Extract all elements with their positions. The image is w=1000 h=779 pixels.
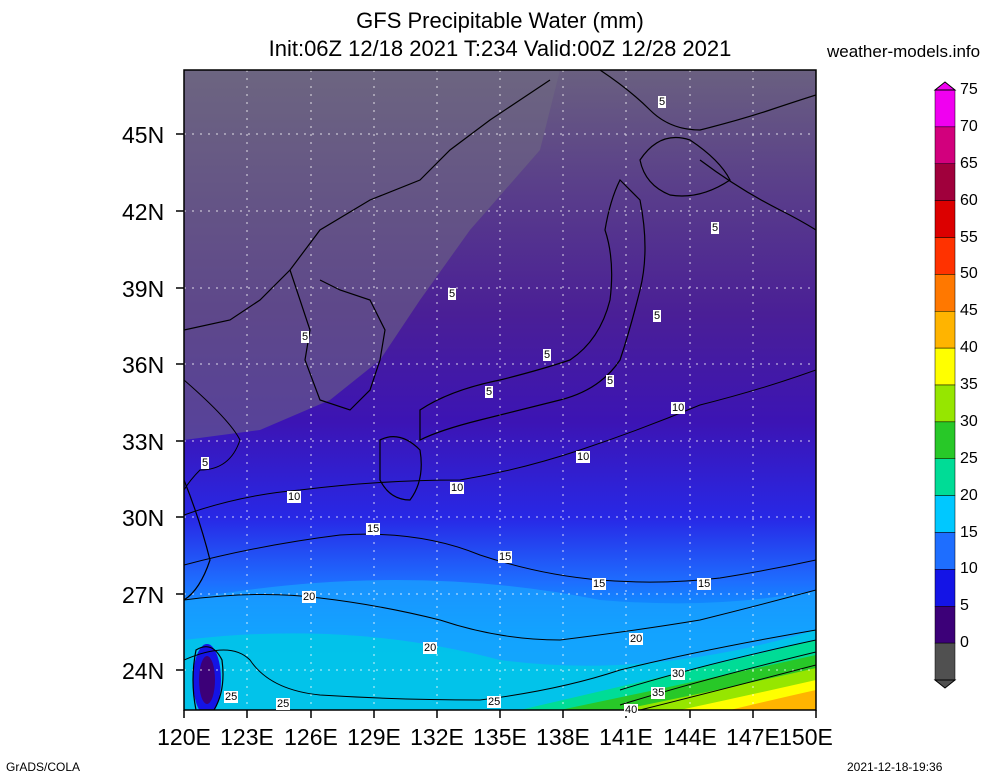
colorbar-label: 20 <box>960 486 978 504</box>
contour-label: 25 <box>487 696 502 708</box>
lat-label: 45N <box>122 122 165 148</box>
lon-label: 150E <box>779 724 833 750</box>
coastlines <box>184 70 816 710</box>
colorbar-label: 35 <box>960 376 978 393</box>
contour-label: 20 <box>629 633 644 645</box>
contour-label: 20 <box>423 642 438 654</box>
contour-label: 5 <box>653 310 662 322</box>
colorbar-label: 0 <box>960 634 969 652</box>
contour-label: 15 <box>592 578 607 590</box>
contour-label: 5 <box>658 96 667 108</box>
contour-label: 35 <box>651 687 666 699</box>
contour-label: 5 <box>606 375 615 387</box>
colorbar-label: 10 <box>960 560 978 578</box>
contour-label: 15 <box>366 523 381 535</box>
gridlines <box>184 70 816 710</box>
contour-label: 10 <box>450 482 465 494</box>
colorbar-label: 40 <box>960 339 978 357</box>
lat-label: 24N <box>122 658 165 684</box>
colorbar-label: 55 <box>960 228 978 246</box>
contour-label: 10 <box>671 402 686 414</box>
lon-label: 138E <box>536 724 590 750</box>
lon-label: 147E <box>726 724 780 750</box>
colorbar-label: 50 <box>960 265 978 283</box>
dry-region <box>184 70 560 440</box>
chart-title: GFS Precipitable Water (mm) <box>356 8 644 33</box>
contour-label: 5 <box>543 349 552 361</box>
lon-label: 129E <box>347 724 401 750</box>
lon-label: 132E <box>410 724 464 750</box>
contour-label: 10 <box>287 491 302 503</box>
colorbar-label: 15 <box>960 523 978 541</box>
axis-ticks <box>176 133 817 718</box>
chart-subtitle: Init:06Z 12/18 2021 T:234 Valid:00Z 12/2… <box>268 36 732 61</box>
contour-label: 10 <box>576 451 591 463</box>
contour-label: 20 <box>302 591 317 603</box>
colorbar-label: 45 <box>960 302 978 320</box>
contour-label: 5 <box>448 288 457 300</box>
contour-label: 5 <box>201 457 210 469</box>
lon-label: 135E <box>473 724 527 750</box>
lon-label: 144E <box>663 724 717 750</box>
contour-label: 15 <box>697 578 712 590</box>
site-name: weather-models.info <box>827 42 981 61</box>
lat-label: 39N <box>122 276 165 302</box>
lat-label: 30N <box>122 505 165 531</box>
colorbar-label: 70 <box>960 117 978 135</box>
contour-label: 5 <box>301 331 310 343</box>
colorbar-label: 25 <box>960 449 978 467</box>
colorbar-label: 30 <box>960 412 978 430</box>
lat-label: 27N <box>122 582 165 608</box>
footer-right: 2021-12-18-19:36 <box>847 760 943 774</box>
contour-label: 40 <box>624 704 639 716</box>
colorbar-label: 65 <box>960 154 978 172</box>
lon-label: 120E <box>157 724 211 750</box>
footer-left: GrADS/COLA <box>6 760 81 774</box>
contour-label: 15 <box>498 551 513 563</box>
contour-label: 30 <box>671 668 686 680</box>
lat-label: 36N <box>122 352 165 378</box>
contour-label: 25 <box>276 698 291 710</box>
lon-label: 126E <box>284 724 338 750</box>
lat-label: 33N <box>122 429 165 455</box>
colorbar-label: 75 <box>960 81 978 98</box>
contour-label: 5 <box>711 222 720 234</box>
contour-label: 5 <box>485 386 494 398</box>
contour-label: 25 <box>224 691 239 703</box>
lat-label: 42N <box>122 199 165 225</box>
colorbar-label: 60 <box>960 191 978 209</box>
lon-label: 141E <box>599 724 653 750</box>
colorbar-label: 5 <box>960 597 969 615</box>
lon-label: 123E <box>220 724 274 750</box>
